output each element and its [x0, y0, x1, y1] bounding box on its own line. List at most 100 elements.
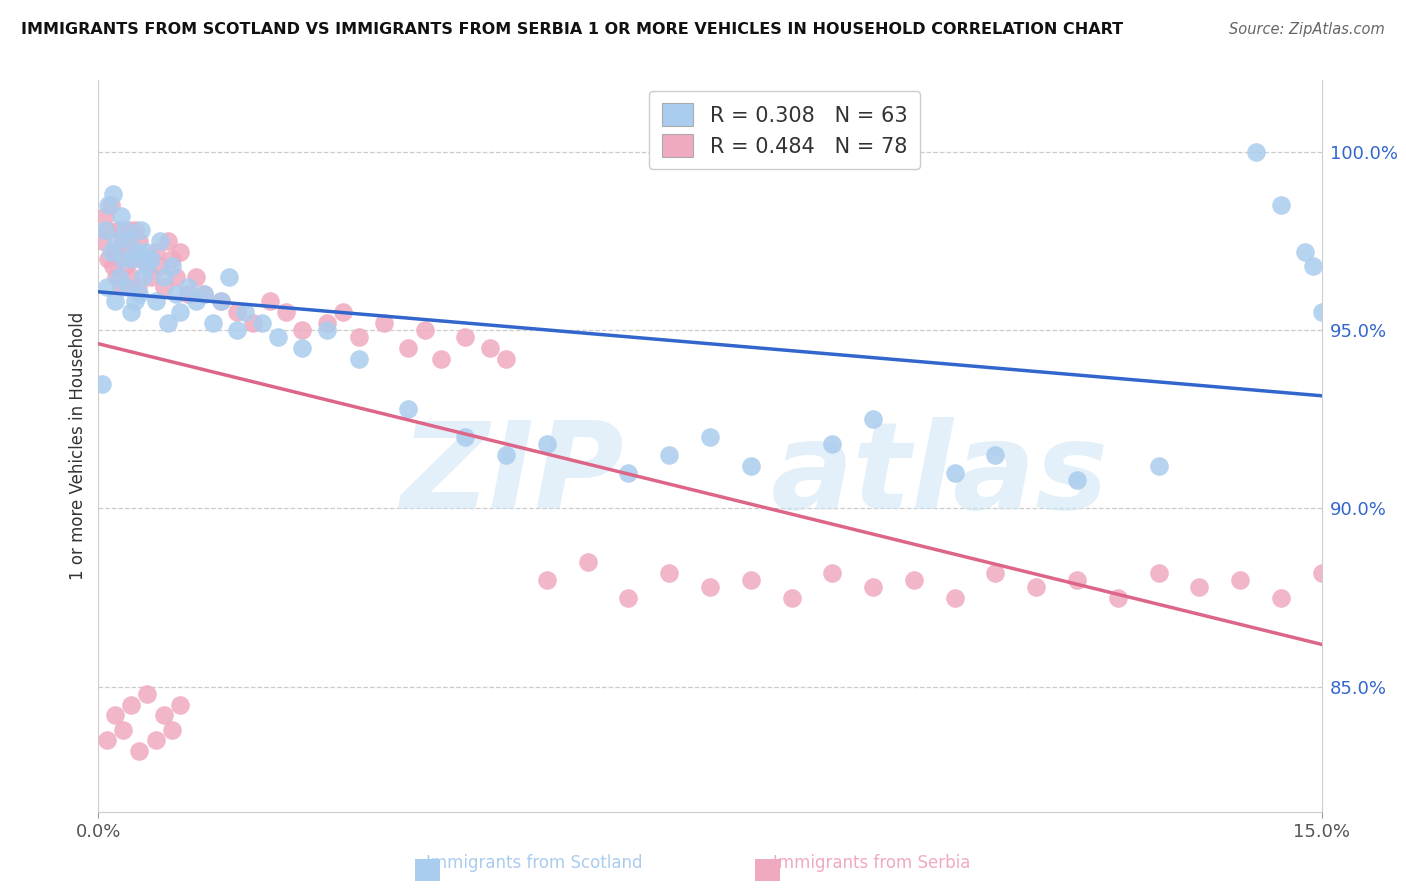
Point	[96, 280, 118, 294]
Point	[1147, 566, 1170, 580]
Point	[114, 223, 136, 237]
Text: ZIP: ZIP	[401, 417, 624, 533]
Point	[136, 259, 159, 273]
Point	[165, 287, 187, 301]
Point	[250, 316, 273, 330]
Point	[478, 341, 501, 355]
Point	[94, 223, 117, 237]
Point	[1107, 591, 1129, 605]
Point	[160, 723, 183, 737]
Point	[118, 234, 141, 248]
Point	[1188, 580, 1211, 594]
Point	[495, 448, 517, 462]
Point	[128, 234, 150, 248]
Point	[121, 252, 143, 266]
Point	[127, 280, 149, 294]
Point	[454, 430, 477, 444]
Point	[943, 591, 966, 605]
Point	[121, 252, 143, 266]
Point	[120, 269, 142, 284]
Point	[349, 330, 371, 344]
Point	[156, 234, 179, 248]
Point	[617, 466, 640, 480]
Point	[115, 244, 138, 259]
Point	[114, 259, 136, 273]
Point	[115, 280, 138, 294]
Point	[108, 223, 131, 237]
Text: Immigrants from Scotland: Immigrants from Scotland	[426, 855, 643, 872]
Point	[1246, 145, 1268, 159]
Text: atlas: atlas	[772, 417, 1109, 533]
Point	[149, 259, 172, 273]
Text: Source: ZipAtlas.com: Source: ZipAtlas.com	[1229, 22, 1385, 37]
Point	[430, 351, 453, 366]
Point	[740, 573, 762, 587]
Point	[1302, 259, 1324, 273]
Point	[132, 269, 155, 284]
Text: IMMIGRANTS FROM SCOTLAND VS IMMIGRANTS FROM SERBIA 1 OR MORE VEHICLES IN HOUSEHO: IMMIGRANTS FROM SCOTLAND VS IMMIGRANTS F…	[21, 22, 1123, 37]
Point	[156, 316, 179, 330]
Point	[128, 744, 150, 758]
Point	[97, 198, 120, 212]
Point	[152, 708, 174, 723]
Point	[152, 269, 174, 284]
Point	[193, 287, 215, 301]
Point	[152, 280, 174, 294]
Point	[699, 430, 721, 444]
Point	[274, 305, 297, 319]
Point	[105, 234, 128, 248]
Point	[1270, 591, 1292, 605]
Point	[132, 252, 155, 266]
Point	[332, 305, 354, 319]
Point	[699, 580, 721, 594]
Point	[105, 269, 128, 284]
Point	[111, 723, 134, 737]
Point	[291, 323, 314, 337]
Point	[396, 401, 419, 416]
Point	[101, 259, 124, 273]
Point	[145, 244, 167, 259]
Point	[104, 294, 127, 309]
Point	[101, 187, 124, 202]
Point	[903, 573, 925, 587]
Point	[740, 458, 762, 473]
Point	[169, 698, 191, 712]
Point	[1147, 458, 1170, 473]
Point	[165, 269, 187, 284]
Text: Immigrants from Serbia: Immigrants from Serbia	[773, 855, 970, 872]
Point	[396, 341, 419, 355]
Point	[145, 733, 167, 747]
Point	[291, 341, 314, 355]
Point	[186, 269, 208, 284]
Point	[821, 437, 844, 451]
Point	[259, 294, 281, 309]
Point	[780, 591, 803, 605]
Point	[201, 316, 224, 330]
Point	[226, 323, 249, 337]
Point	[149, 234, 172, 248]
Point	[242, 316, 264, 330]
Point	[160, 259, 183, 273]
Point	[136, 687, 159, 701]
Point	[124, 223, 146, 237]
Point	[91, 376, 114, 391]
Point	[110, 280, 132, 294]
Point	[97, 252, 120, 266]
Point	[495, 351, 517, 366]
Point	[141, 269, 163, 284]
Point	[821, 566, 844, 580]
Point	[1310, 305, 1333, 319]
Point	[315, 323, 337, 337]
Point	[124, 294, 146, 309]
Point	[267, 330, 290, 344]
Point	[1310, 566, 1333, 580]
Point	[576, 555, 599, 569]
Point	[862, 412, 884, 426]
Point	[1066, 573, 1088, 587]
Point	[111, 234, 134, 248]
Point	[226, 305, 249, 319]
Point	[658, 566, 681, 580]
Point	[145, 294, 167, 309]
Point	[91, 234, 114, 248]
Point	[193, 287, 215, 301]
